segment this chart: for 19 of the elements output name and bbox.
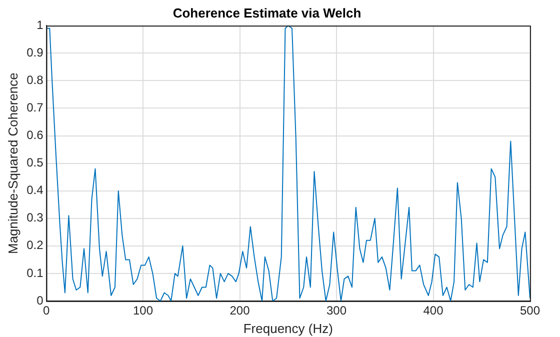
y-axis-title: Magnitude-Squared Coherence: [5, 72, 20, 254]
y-tick-label: 0.5: [26, 156, 44, 170]
x-tick-label: 200: [230, 304, 250, 318]
y-tick-label: 0.2: [26, 238, 44, 252]
y-tick-label: 0.3: [26, 210, 44, 225]
y-tick-label: 0.7: [26, 100, 44, 115]
y-tick-label: 0: [36, 293, 44, 308]
chart-title: Coherence Estimate via Welch: [172, 5, 362, 20]
y-tick-label: 0.6: [26, 128, 44, 142]
y-tick-label: 0.9: [26, 45, 44, 60]
x-tick-label: 500: [520, 304, 540, 318]
x-tick-label: 400: [423, 304, 444, 318]
x-tick-label: 300: [326, 304, 347, 318]
x-tick-label: 100: [133, 304, 154, 318]
y-tick-label: 0.8: [26, 72, 44, 87]
y-tick-label: 1: [36, 18, 44, 32]
y-tick-label: 0.1: [26, 266, 44, 280]
y-tick-label: 0.4: [26, 183, 44, 198]
x-axis-title: Frequency (Hz): [243, 320, 333, 336]
